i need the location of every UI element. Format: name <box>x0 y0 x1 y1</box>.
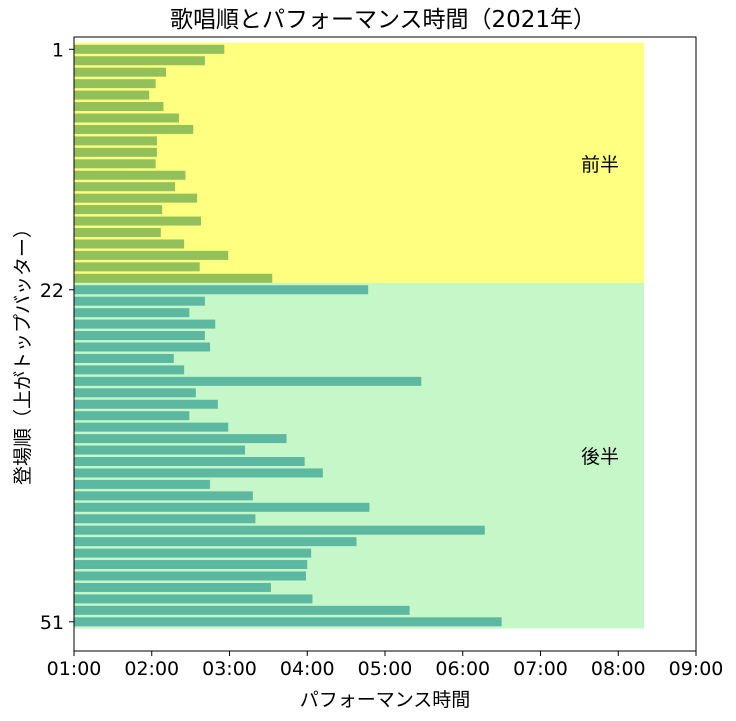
bar-28 <box>74 353 174 363</box>
bar-37 <box>74 457 305 466</box>
bar-3 <box>74 67 167 77</box>
bar-46 <box>74 560 308 570</box>
bar-43 <box>74 525 485 535</box>
x-tick-label-5: 05:00 <box>358 658 413 680</box>
y-tick-label-1: 1 <box>52 39 64 61</box>
bar-32 <box>74 399 218 409</box>
x-tick-label-6: 06:00 <box>435 658 490 680</box>
bar-23 <box>74 296 205 306</box>
bar-14 <box>74 193 198 203</box>
bar-31 <box>74 388 196 398</box>
bar-47 <box>74 571 306 581</box>
x-tick-label-8: 08:00 <box>591 658 646 680</box>
bar-48 <box>74 582 271 592</box>
y-axis-label: 登場順（上がトップバッター） <box>12 219 34 485</box>
x-axis-label: パフォーマンス時間 <box>300 689 471 711</box>
x-tick-label-1: 01:00 <box>47 658 102 680</box>
bar-10 <box>74 147 157 157</box>
bar-2 <box>74 56 205 66</box>
bar-24 <box>74 308 190 318</box>
bar-11 <box>74 159 156 169</box>
chart-title: 歌唱順とパフォーマンス時間（2021年） <box>170 7 596 33</box>
bar-41 <box>74 502 370 512</box>
bar-45 <box>74 548 312 558</box>
bar-33 <box>74 411 190 421</box>
bar-7 <box>74 113 179 123</box>
section-background-1 <box>74 42 645 286</box>
bar-12 <box>74 170 186 180</box>
x-tick-label-2: 02:00 <box>124 658 179 680</box>
bar-20 <box>74 262 200 272</box>
bar-4 <box>74 79 156 89</box>
bar-15 <box>74 205 163 215</box>
y-tick-label-2: 22 <box>40 280 64 302</box>
bar-40 <box>74 491 253 501</box>
bar-36 <box>74 445 246 455</box>
x-tick-label-4: 04:00 <box>280 658 335 680</box>
x-axis: 01:00 02:00 03:00 04:00 05:00 06:00 07:00 08:00… <box>47 651 724 680</box>
bar-21 <box>74 273 273 283</box>
bar-39 <box>74 479 211 489</box>
bar-8 <box>74 124 194 134</box>
x-tick-label-9: 09:00 <box>669 658 724 680</box>
bar-17 <box>74 228 161 237</box>
bar-26 <box>74 331 205 341</box>
bar-49 <box>74 594 313 604</box>
bar-18 <box>74 239 185 249</box>
bar-19 <box>74 250 229 260</box>
bar-30 <box>74 376 422 386</box>
bar-35 <box>74 434 287 444</box>
bar-27 <box>74 342 211 352</box>
bar-1 <box>74 44 225 54</box>
y-tick-label-3: 51 <box>40 612 64 634</box>
bar-44 <box>74 537 357 547</box>
bar-6 <box>74 102 164 112</box>
bar-29 <box>74 365 185 375</box>
bar-22 <box>74 285 369 295</box>
x-tick-label-3: 03:00 <box>202 658 257 680</box>
bar-5 <box>74 90 150 100</box>
bar-42 <box>74 514 256 524</box>
y-axis: 1 22 51 <box>40 39 74 634</box>
bar-25 <box>74 319 216 329</box>
bar-50 <box>74 605 410 615</box>
x-tick-label-7: 07:00 <box>513 658 568 680</box>
bars <box>74 44 502 627</box>
section-label-1: 前半 <box>581 154 619 176</box>
section-label-2: 後半 <box>581 446 619 468</box>
section-background-2 <box>74 283 645 629</box>
bar-51 <box>74 617 502 627</box>
section-backgrounds <box>74 42 645 629</box>
bar-34 <box>74 422 229 432</box>
bar-38 <box>74 468 323 478</box>
bar-16 <box>74 216 201 226</box>
bar-13 <box>74 182 176 192</box>
bar-9 <box>74 136 157 146</box>
